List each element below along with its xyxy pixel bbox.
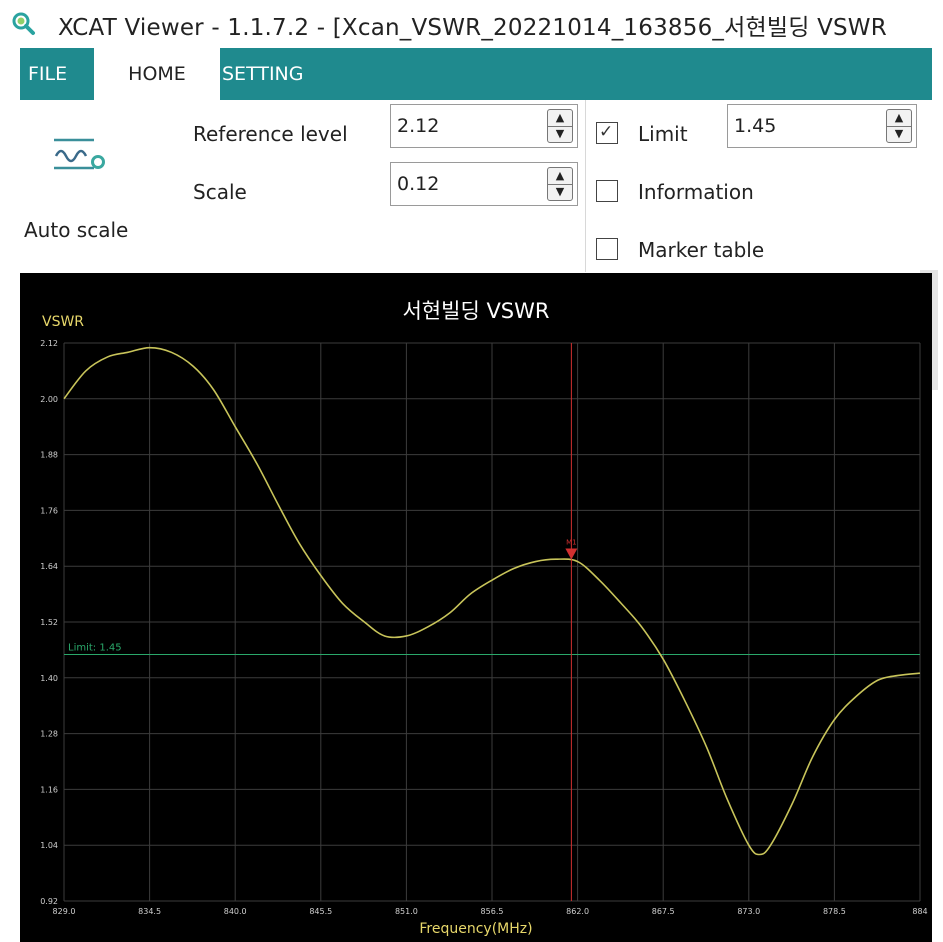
tab-setting[interactable]: SETTING: [222, 63, 304, 85]
y-tick-label: 1.64: [40, 562, 58, 571]
limit-checkbox[interactable]: ✓: [596, 122, 618, 144]
marker-triangle-icon: [565, 548, 578, 560]
y-tick-label: 2.12: [40, 339, 58, 348]
reference-level-value[interactable]: 2.12: [397, 115, 440, 137]
x-tick-label: 834.5: [138, 907, 161, 916]
reference-level-spinbox[interactable]: 2.12 ▲ ▼: [390, 104, 578, 148]
limit-line-label: Limit: 1.45: [68, 643, 122, 654]
scale-stepper[interactable]: ▲ ▼: [547, 167, 573, 201]
x-tick-label: 878.5: [823, 907, 846, 916]
auto-scale-icon[interactable]: [52, 134, 108, 178]
scale-up-arrow-icon[interactable]: ▲: [548, 168, 572, 185]
x-axis-label: Frequency(MHz): [419, 921, 533, 937]
scale-label: Scale: [193, 180, 247, 204]
scale-spinbox[interactable]: 0.12 ▲ ▼: [390, 162, 578, 206]
y-axis-label: VSWR: [42, 314, 85, 330]
y-tick-label: 1.76: [40, 506, 58, 515]
chart-plot-svg: 2.12 2.00 1.88 1.76 1.64 1.52 1.40 1.28 1.16 1.04…: [40, 339, 927, 916]
reference-level-up-arrow-icon[interactable]: ▲: [548, 110, 572, 127]
reference-level-stepper[interactable]: ▲ ▼: [547, 109, 573, 143]
x-tick-label: 856.5: [481, 907, 504, 916]
limit-value[interactable]: 1.45: [734, 115, 777, 137]
x-tick-label: 873.0: [737, 907, 760, 916]
limit-label: Limit: [638, 122, 688, 146]
vswr-trace-line: [63, 346, 921, 856]
information-label: Information: [638, 180, 754, 204]
limit-stepper[interactable]: ▲ ▼: [886, 109, 912, 143]
x-tick-label: 840.0: [224, 907, 247, 916]
window-title: XCAT Viewer - 1.1.7.2 - [Xcan_VSWR_20221…: [58, 15, 887, 41]
tab-file[interactable]: FILE: [28, 63, 68, 85]
limit-down-arrow-icon[interactable]: ▼: [894, 127, 904, 140]
ribbon-tab-bar: FILE HOME SETTING: [20, 48, 932, 100]
y-tick-label: 1.88: [40, 451, 58, 460]
reference-level-down-arrow-icon[interactable]: ▼: [555, 127, 565, 140]
title-bar: XCAT Viewer - 1.1.7.2 - [Xcan_VSWR_20221…: [0, 0, 943, 46]
x-tick-label: 867.5: [652, 907, 675, 916]
reference-level-label: Reference level: [193, 122, 348, 146]
x-tick-label: 845.5: [309, 907, 332, 916]
information-checkbox[interactable]: [596, 180, 618, 202]
y-tick-label: 1.28: [40, 730, 58, 739]
x-tick-label: 862.0: [566, 907, 589, 916]
x-tick-label: 884: [912, 907, 927, 916]
chart-title: 서현빌딩 VSWR: [402, 299, 550, 323]
auto-scale-button-label[interactable]: Auto scale: [24, 218, 129, 242]
limit-spinbox[interactable]: 1.45 ▲ ▼: [727, 104, 917, 148]
marker-table-checkbox[interactable]: [596, 238, 618, 260]
y-tick-label: 1.52: [40, 618, 58, 627]
marker-label: M1: [566, 539, 577, 547]
y-tick-label: 1.16: [40, 785, 58, 794]
marker-table-label: Marker table: [638, 238, 765, 262]
y-tick-label: 1.40: [40, 674, 58, 683]
tab-home[interactable]: HOME: [94, 48, 220, 100]
y-tick-label: 0.92: [40, 897, 58, 906]
vswr-chart[interactable]: 2.12 2.00 1.88 1.76 1.64 1.52 1.40 1.28 1.16 1.04…: [20, 273, 932, 942]
app-magnifier-icon: [12, 12, 35, 35]
x-tick-label: 851.0: [395, 907, 418, 916]
ribbon-divider: [585, 100, 586, 272]
scale-down-arrow-icon[interactable]: ▼: [555, 185, 565, 198]
scale-value[interactable]: 0.12: [397, 173, 440, 195]
checkmark-icon: ✓: [599, 122, 614, 142]
x-tick-label: 829.0: [53, 907, 76, 916]
y-tick-label: 1.04: [40, 841, 58, 850]
y-tick-label: 2.00: [40, 395, 58, 404]
limit-up-arrow-icon[interactable]: ▲: [887, 110, 911, 127]
